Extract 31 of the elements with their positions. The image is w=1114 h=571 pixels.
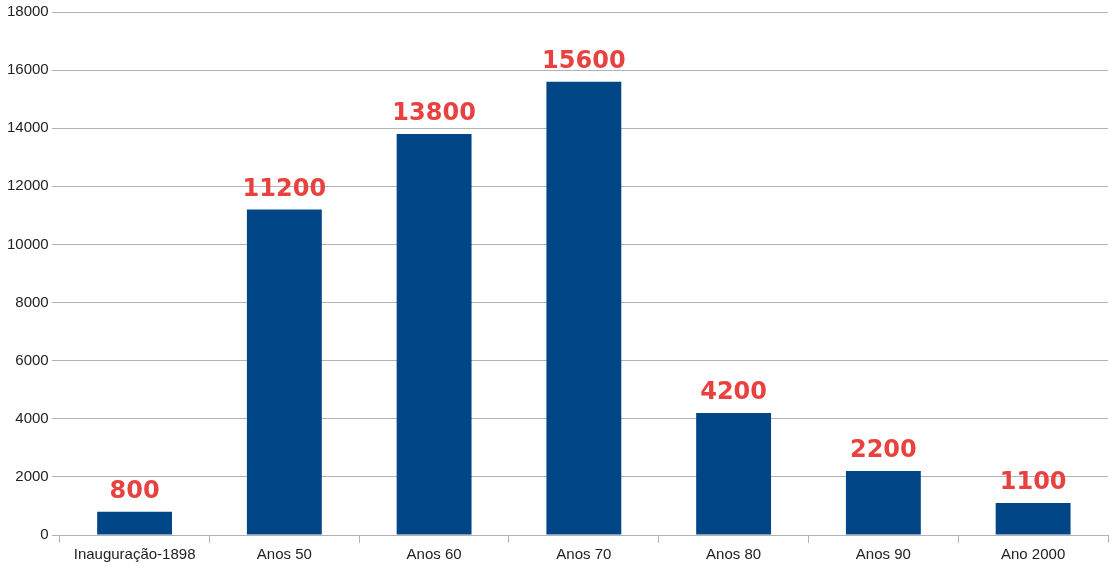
data-label: 800 <box>109 475 160 504</box>
data-label: 13800 <box>392 98 476 127</box>
bar <box>845 471 921 535</box>
x-tick-label: Anos 70 <box>556 545 612 563</box>
bar <box>246 209 322 535</box>
data-label: 15600 <box>542 45 626 74</box>
bar <box>995 503 1071 535</box>
y-tick-label: 16000 <box>6 60 49 78</box>
x-tick-label: Anos 50 <box>256 545 312 563</box>
data-label: 2200 <box>849 435 917 464</box>
y-tick-label: 10000 <box>6 234 49 252</box>
y-tick-label: 4000 <box>15 408 49 426</box>
x-tick-label: Anos 90 <box>855 545 911 563</box>
y-tick-label: 14000 <box>6 118 49 136</box>
x-tick-label: Anos 80 <box>706 545 762 563</box>
bar <box>546 81 622 535</box>
bar <box>97 511 173 535</box>
bar <box>396 134 472 535</box>
y-tick-label: 8000 <box>15 292 49 310</box>
x-tick-label: Ano 2000 <box>1001 545 1066 563</box>
y-tick-label: 6000 <box>15 350 49 368</box>
data-label: 11200 <box>242 173 327 202</box>
y-tick-label: 18000 <box>6 2 49 20</box>
data-label: 1100 <box>999 467 1067 496</box>
y-tick-label: 2000 <box>15 467 49 485</box>
bar <box>696 412 772 535</box>
x-tick-label: Anos 60 <box>406 545 462 563</box>
y-tick-label: 12000 <box>6 176 49 194</box>
y-tick-label: 0 <box>40 525 49 543</box>
data-label: 4200 <box>700 377 768 406</box>
x-tick-label: Inauguração-1898 <box>73 545 196 563</box>
